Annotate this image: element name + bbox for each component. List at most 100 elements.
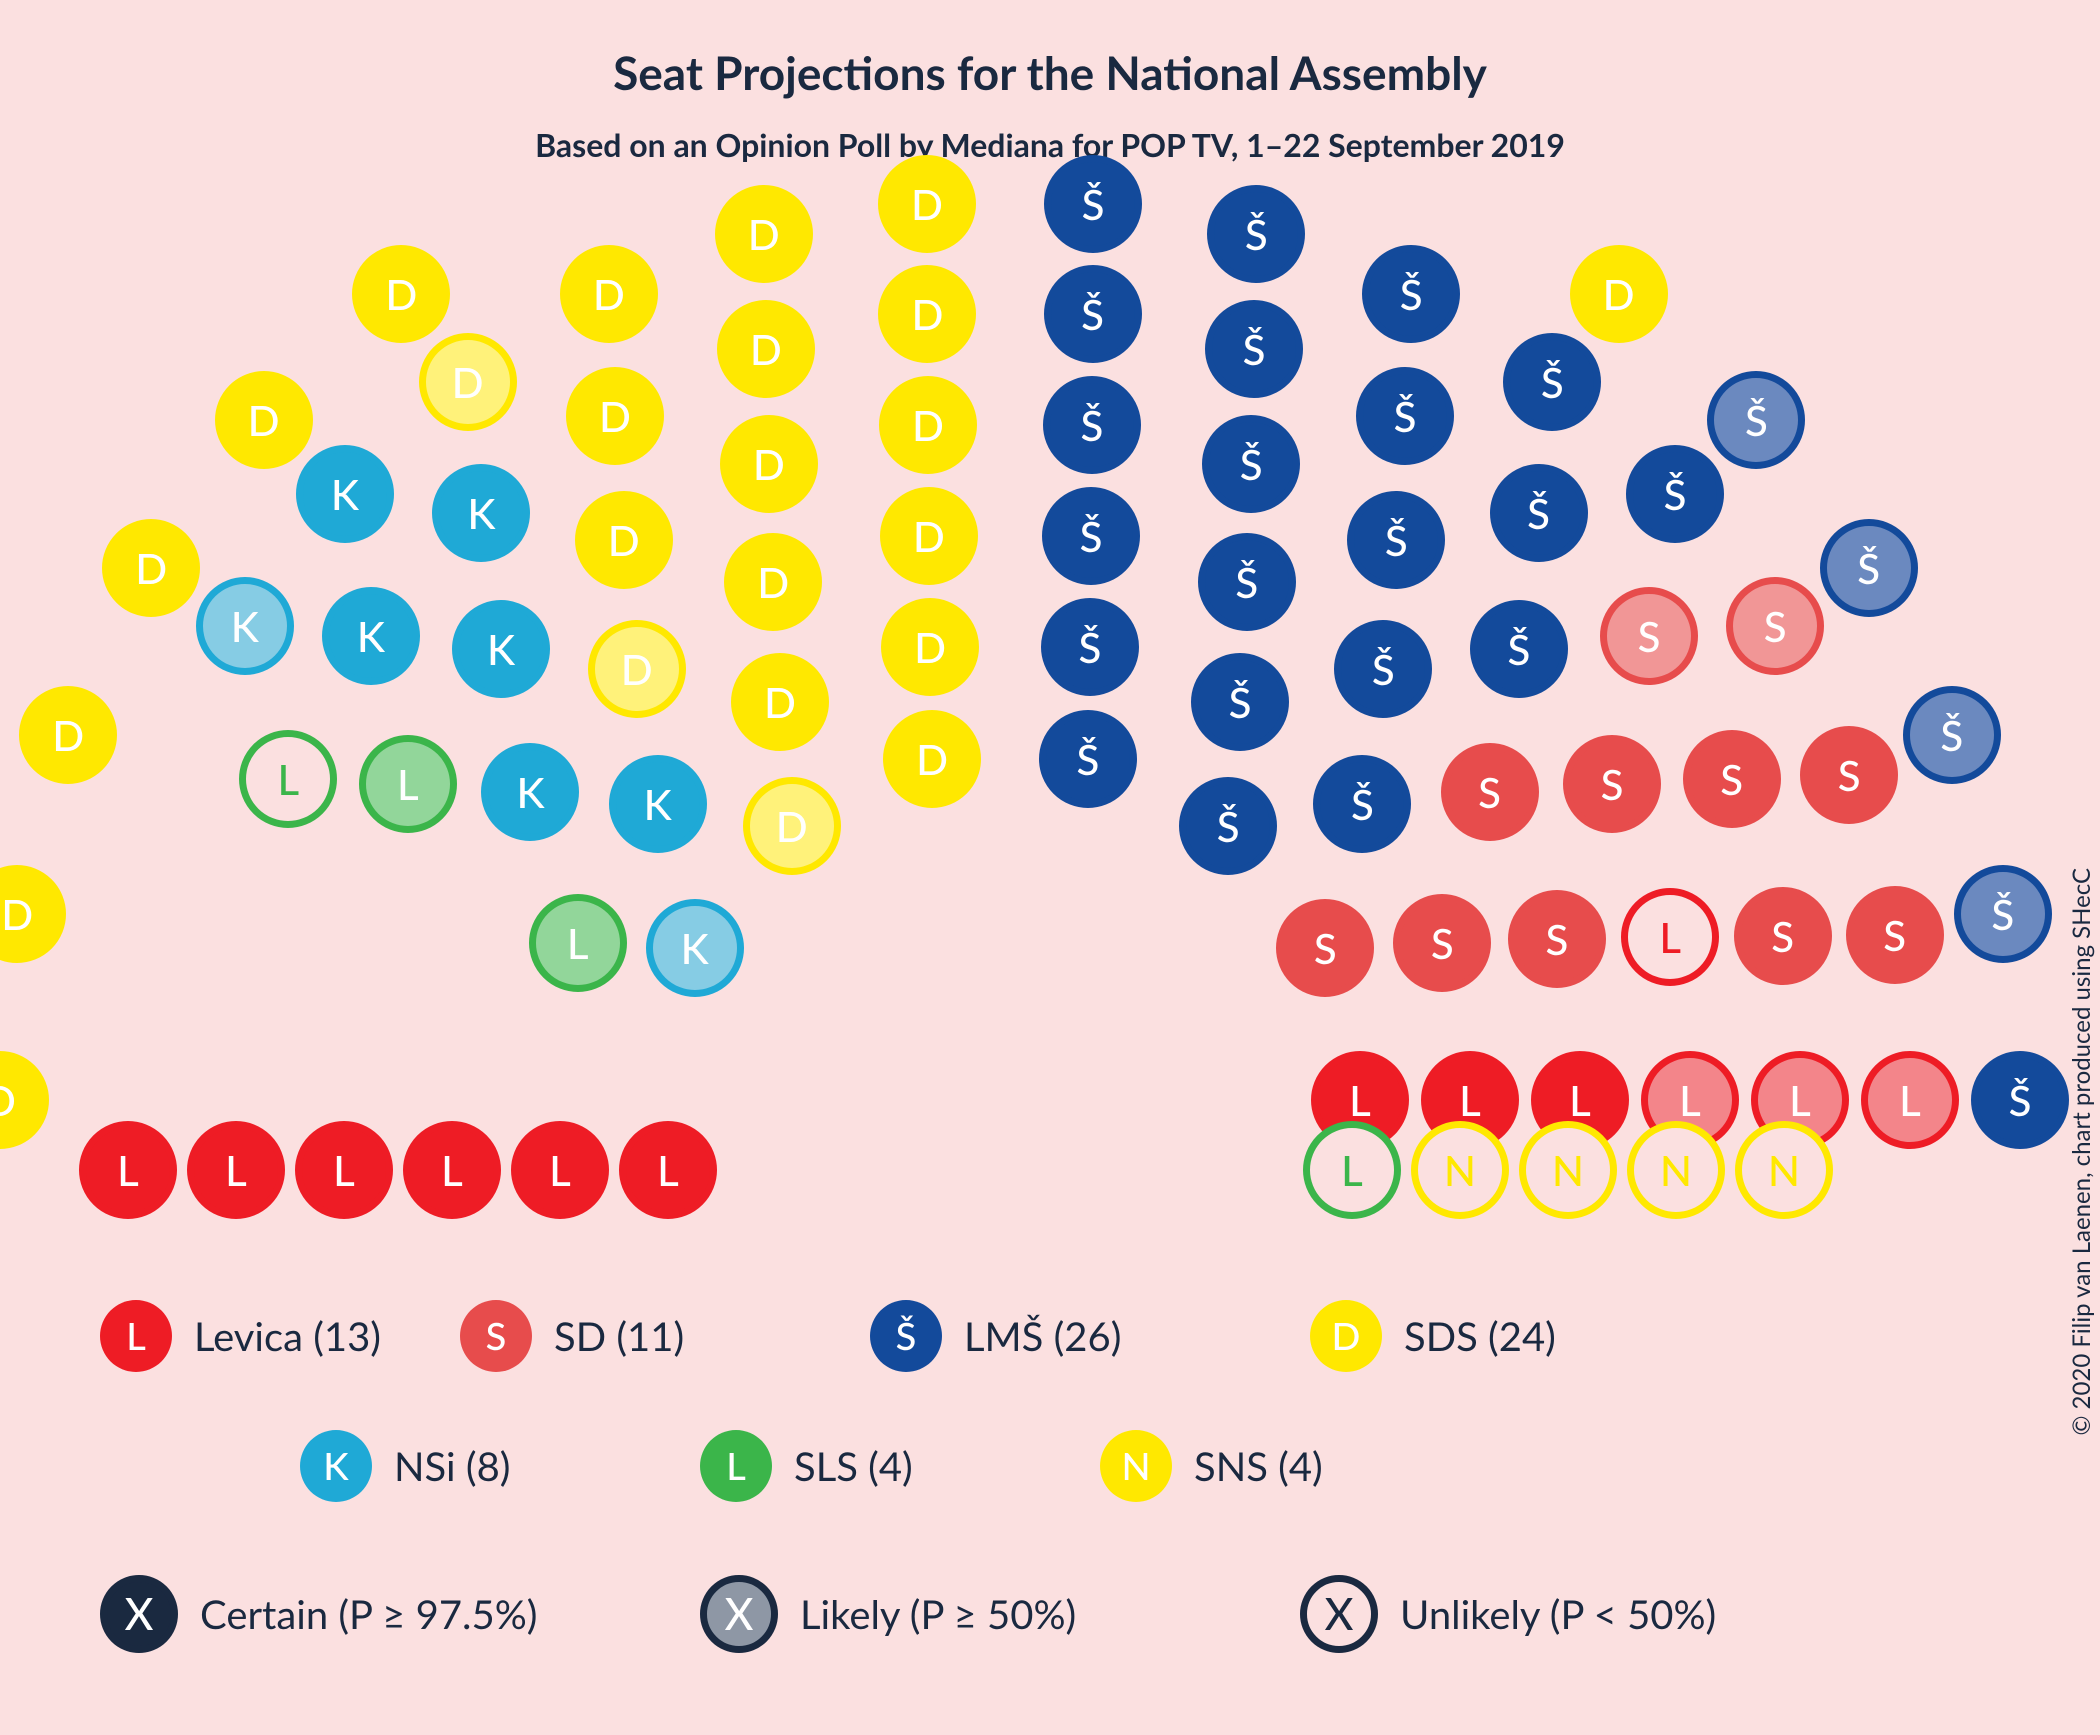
legend-circle-sls: L [700,1430,772,1502]
seat-sds: D [566,367,664,465]
legend-label-sds: SDS (24) [1404,1312,1556,1360]
seat-levica: L [79,1121,177,1219]
legend-item-sd: S SD (11) [460,1300,684,1372]
legend-label-sns: SNS (4) [1194,1442,1323,1490]
seat-nsi: K [609,755,707,853]
seat-sd: S [1441,743,1539,841]
legend-prob-label-certain: Certain (P ≥ 97.5%) [200,1590,537,1638]
legend-item-lms: Š LMŠ (26) [870,1300,1121,1372]
seat-lms: Š [1470,600,1568,698]
seat-sds: D [0,1051,49,1149]
seat-sds: D [0,865,66,963]
seat-lms: Š [1205,300,1303,398]
seat-levica: L [619,1121,717,1219]
legend-circle-sd: S [460,1300,532,1372]
seat-lms: Š [1044,155,1142,253]
seat-sds: D [1570,245,1668,343]
seat-lms: Š [1707,371,1805,469]
seat-lms: Š [1356,367,1454,465]
seat-sds: D [102,519,200,617]
legend-item-sls: L SLS (4) [700,1430,913,1502]
seat-lms: Š [1334,620,1432,718]
seat-sls: L [529,894,627,992]
legend-item-sns: NSNS (4) [1100,1430,1323,1502]
seat-lms: Š [1626,445,1724,543]
seat-sd: S [1508,890,1606,988]
legend-prob-circle-unlikely: X [1300,1575,1378,1653]
legend-label-sd: SD (11) [554,1312,684,1360]
seat-nsi: K [296,445,394,543]
seat-lms: Š [1207,185,1305,283]
seat-sds: D [588,620,686,718]
legend-prob-circle-certain: X [100,1575,178,1653]
copyright-text: © 2020 Filip van Laenen, chart produced … [2068,868,2097,1436]
seat-lms: Š [1347,491,1445,589]
legend-label-sls: SLS (4) [794,1442,913,1490]
seat-sds: D [743,777,841,875]
legend-label-lms: LMŠ (26) [964,1312,1121,1360]
seat-sds: D [215,371,313,469]
legend-prob-label-unlikely: Unlikely (P < 50%) [1400,1590,1716,1638]
seat-lms: Š [1971,1051,2069,1149]
seat-nsi: K [432,464,530,562]
seat-lms: Š [1503,333,1601,431]
legend-circle-sds: D [1310,1300,1382,1372]
seat-lms: Š [1039,710,1137,808]
chart-subtitle: Based on an Opinion Poll by Mediana for … [0,125,2100,164]
seat-nsi: K [452,600,550,698]
seat-lms: Š [1179,777,1277,875]
seat-sds: D [352,245,450,343]
seat-sd: S [1726,577,1824,675]
seat-sds: D [879,376,977,474]
seat-sds: D [731,653,829,751]
seat-lms: Š [1362,245,1460,343]
seat-lms: Š [1820,519,1918,617]
legend-item-nsi: K NSi (8) [300,1430,510,1502]
seat-levica: L [403,1121,501,1219]
seat-sds: D [19,686,117,784]
seat-sd: S [1276,899,1374,997]
legend-prob-label-likely: Likely (P ≥ 50%) [800,1590,1076,1638]
seat-sls: L [1303,1121,1401,1219]
legend-prob-unlikely: X Unlikely (P < 50%) [1300,1575,1716,1653]
legend-label-levica: Levica (13) [194,1312,381,1360]
legend-prob-likely: X Likely (P ≥ 50%) [700,1575,1076,1653]
seat-sd: S [1800,726,1898,824]
legend-label-nsi: NSi (8) [394,1442,510,1490]
seat-sd: S [1683,730,1781,828]
legend-prob-certain: X Certain (P ≥ 97.5%) [100,1575,537,1653]
seat-sd: S [1734,887,1832,985]
seat-sls: L [359,735,457,833]
seat-lms: Š [1042,487,1140,585]
seat-lms: Š [1313,755,1411,853]
seat-nsi: K [322,587,420,685]
seat-sd: S [1846,886,1944,984]
seat-levica: L [511,1121,609,1219]
seat-lms: Š [1198,533,1296,631]
seat-lms: Š [1903,686,2001,784]
seat-sds: D [720,415,818,513]
seat-sds: D [560,245,658,343]
seat-sd: S [1393,894,1491,992]
seat-nsi: K [196,577,294,675]
legend-circle-nsi: K [300,1430,372,1502]
seat-sls: L [239,730,337,828]
seat-sds: D [878,265,976,363]
legend-item-levica: L Levica (13) [100,1300,381,1372]
legend-prob-circle-likely: X [700,1575,778,1653]
seat-sds: D [419,333,517,431]
seat-sds: D [717,300,815,398]
seat-lms: Š [1490,464,1588,562]
seat-sns: N [1411,1121,1509,1219]
seat-sds: D [724,533,822,631]
legend-circle-levica: L [100,1300,172,1372]
legend-circle-lms: Š [870,1300,942,1372]
chart-stage: Seat Projections for the National Assemb… [0,0,2100,1735]
seat-sds: D [881,598,979,696]
seat-levica: L [1621,888,1719,986]
seat-levica: L [295,1121,393,1219]
seat-sds: D [575,491,673,589]
seat-lms: Š [1043,376,1141,474]
seat-sds: D [715,185,813,283]
seat-lms: Š [1191,653,1289,751]
